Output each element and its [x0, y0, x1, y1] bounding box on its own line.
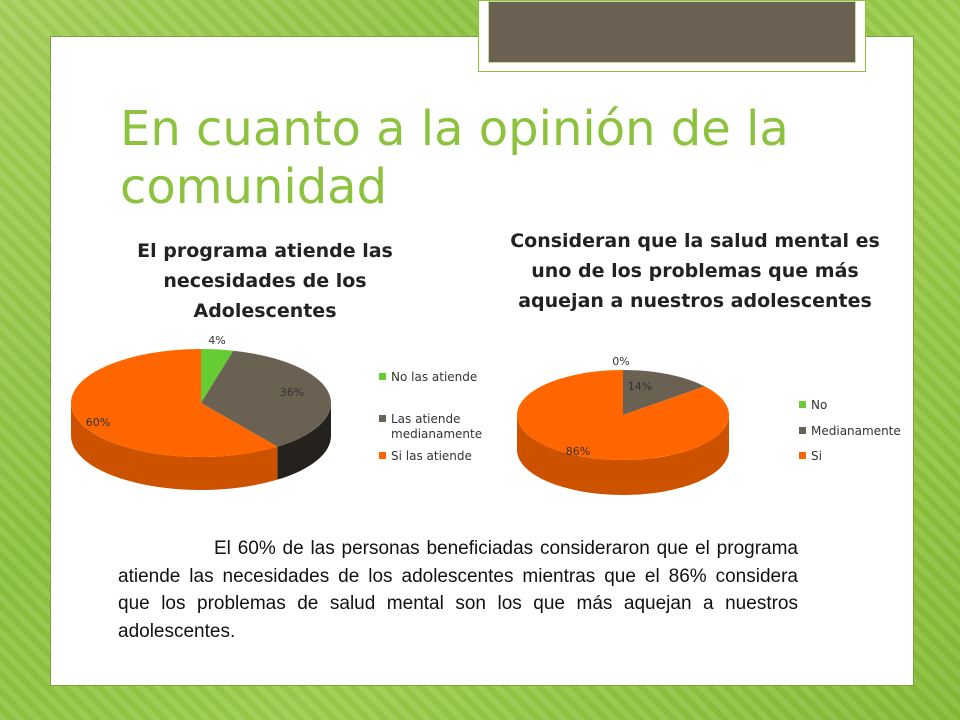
pie-2-slice-2: [516, 370, 729, 461]
pie-1-slice-0: [201, 349, 234, 403]
chart-1-title: El programa atiende las necesidades de l…: [137, 240, 393, 322]
pie-2-legend-swatch-2: [799, 452, 806, 459]
chart-2-title: Consideran que la salud mental es uno de…: [510, 230, 880, 312]
pie-1-legend-swatch-1: [379, 415, 386, 422]
pie-2-wall-2: [517, 415, 729, 495]
pie-2-data-label-2: 86%: [566, 445, 590, 458]
pie-1-wall-1: [277, 403, 331, 480]
pie-1-legend-swatch-2: [379, 452, 386, 459]
pie-1-data-label-1: 36%: [280, 386, 304, 399]
pie-1-data-label-2: 60%: [86, 416, 110, 429]
pie-2-data-label-1: 14%: [628, 380, 652, 393]
pie-1-legend-swatch-0: [379, 373, 386, 380]
pie-1-slice-1: [201, 350, 332, 447]
pie-1-legend-label-1: Las atiende: [391, 412, 461, 426]
pie-1-legend-label-1: medianamente: [391, 427, 482, 441]
pie-1-slice-2: [71, 349, 278, 457]
decorative-header-box-inner: [488, 1, 856, 63]
pie-1-data-label-0: 4%: [208, 334, 225, 347]
pie-2-legend-swatch-1: [799, 427, 806, 434]
pie-2-slice-1: [623, 370, 705, 415]
pie-1-legend-label-0: No las atiende: [391, 370, 477, 384]
pie-2-legend-label-2: Si: [811, 449, 822, 463]
pie-chart-2: 0% 14% 86% No Medianamente Si: [516, 355, 901, 495]
pie-2-legend-swatch-0: [799, 401, 806, 408]
slide-title: En cuanto a la opinión de la comunidad: [120, 101, 789, 215]
pie-1-wall-2: [71, 403, 278, 490]
summary-text: El 60% de las personas beneficiadas cons…: [118, 538, 798, 642]
pie-2-legend-label-0: No: [811, 398, 827, 412]
pie-1-legend-label-2: Si las atiende: [391, 449, 472, 463]
pie-2-legend-label-1: Medianamente: [811, 424, 901, 438]
decorative-header-box: [478, 0, 866, 72]
pie-chart-1: 4% 36% 60% No las atiende Las atiendemediana…: [71, 334, 482, 490]
pie-2-data-label-0: 0%: [612, 355, 629, 368]
